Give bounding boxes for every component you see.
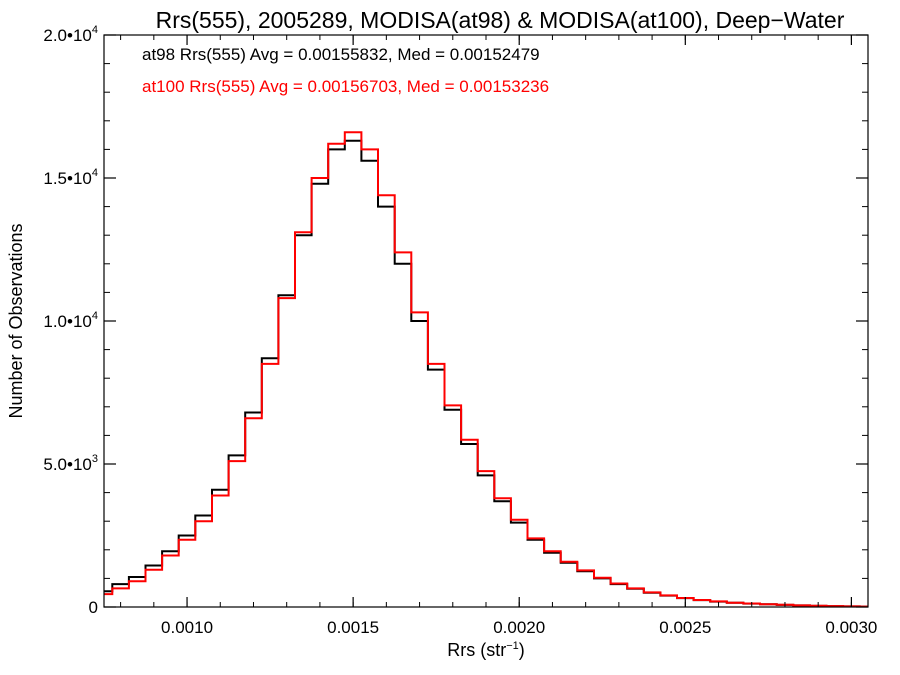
y-axis: 0 5.0•103 1.0•104 1.5•104 2.0•104	[43, 24, 868, 617]
y-tick-label: 2.0•104	[43, 24, 98, 45]
x-tick-label: 0.0025	[659, 618, 711, 637]
x-tick-label: 0.0010	[161, 618, 213, 637]
y-tick-label: 1.0•104	[43, 310, 98, 331]
plot-frame	[103, 34, 869, 608]
x-axis-label: Rrs (str−1)	[447, 640, 525, 660]
chart-title: Rrs(555), 2005289, MODISA(at98) & MODISA…	[156, 7, 845, 33]
x-tick-label: 0.0020	[493, 618, 545, 637]
x-axis: 0.0010 0.0015 0.0020 0.0025 0.0030	[120, 35, 877, 637]
y-axis-label: Number of Observations	[6, 223, 26, 418]
x-tick-label: 0.0015	[327, 618, 379, 637]
annotation-at100: at100 Rrs(555) Avg = 0.00156703, Med = 0…	[142, 77, 549, 96]
x-tick-label: 0.0030	[825, 618, 877, 637]
series-line-at100	[104, 131, 868, 607]
y-tick-label: 0	[89, 598, 98, 617]
y-tick-label: 5.0•103	[43, 453, 98, 474]
annotation-at98: at98 Rrs(555) Avg = 0.00155832, Med = 0.…	[142, 45, 540, 64]
y-tick-label: 1.5•104	[43, 167, 98, 188]
series-line-at98	[104, 139, 868, 607]
series-layer	[104, 131, 868, 607]
